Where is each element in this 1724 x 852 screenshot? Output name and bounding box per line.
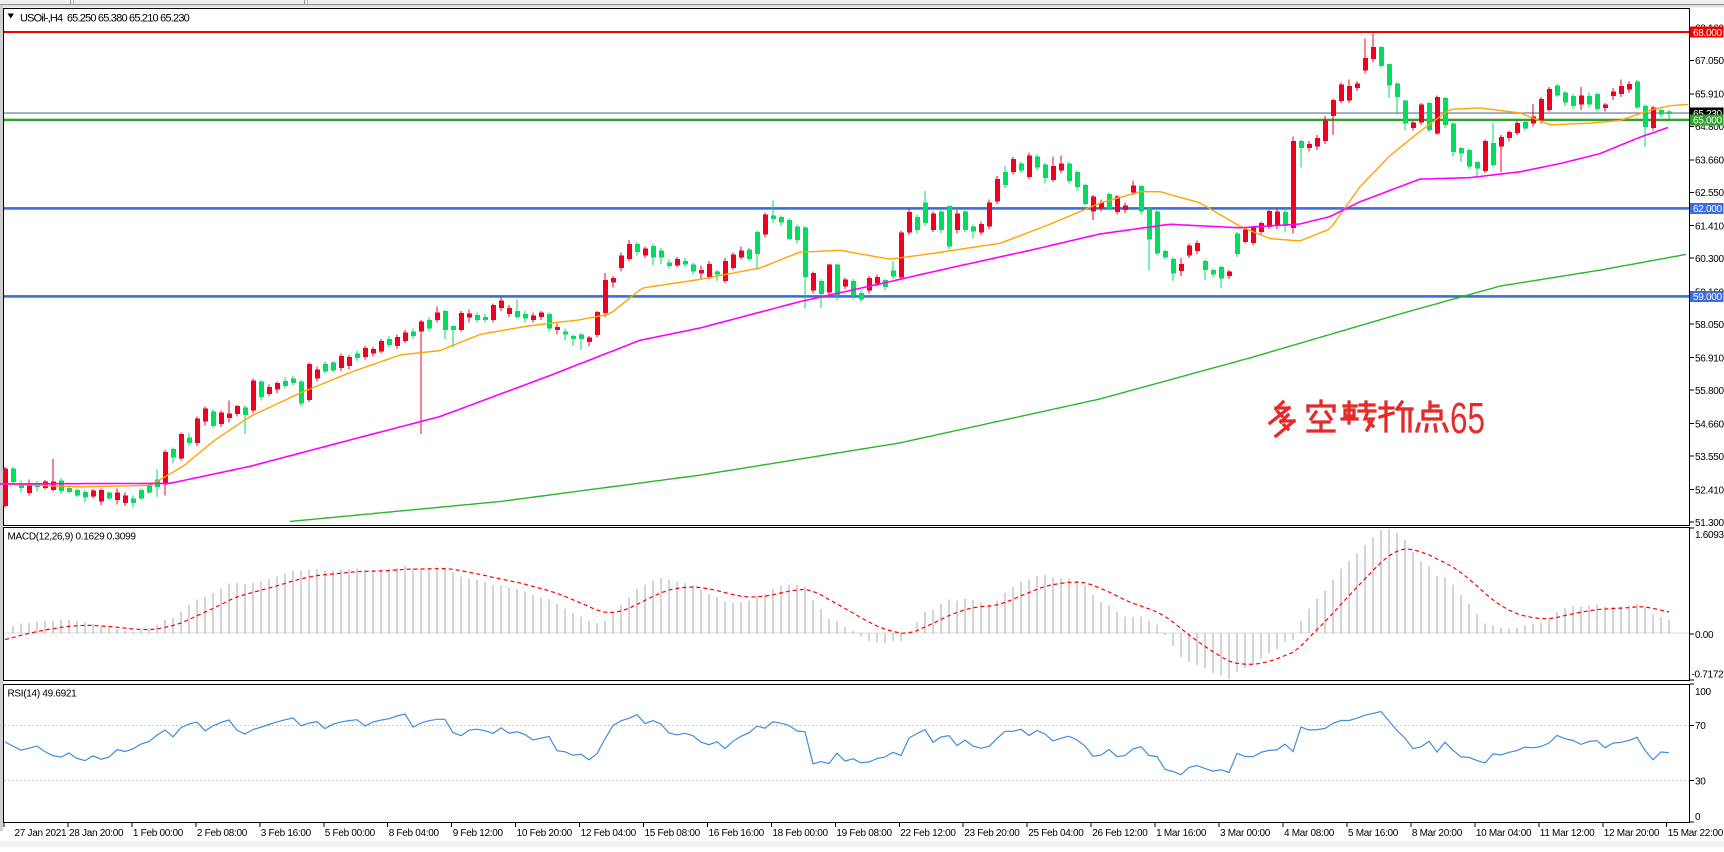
svg-text:5 Feb 00:00: 5 Feb 00:00 — [325, 828, 376, 839]
svg-text:51.300: 51.300 — [1695, 518, 1724, 529]
svg-text:68.000: 68.000 — [1693, 28, 1723, 39]
svg-text:52.410: 52.410 — [1695, 485, 1724, 496]
svg-text:19 Feb 08:00: 19 Feb 08:00 — [836, 828, 892, 839]
svg-text:61.410: 61.410 — [1695, 222, 1724, 233]
svg-text:60.300: 60.300 — [1695, 254, 1724, 265]
svg-text:5 Mar 16:00: 5 Mar 16:00 — [1348, 828, 1399, 839]
svg-text:15 Mar 22:00: 15 Mar 22:00 — [1668, 828, 1724, 839]
svg-text:65: 65 — [1450, 394, 1485, 443]
svg-text:2 Feb 08:00: 2 Feb 08:00 — [197, 828, 248, 839]
svg-text:4 Mar 08:00: 4 Mar 08:00 — [1284, 828, 1335, 839]
svg-text:10 Mar 04:00: 10 Mar 04:00 — [1476, 828, 1532, 839]
svg-text:62.550: 62.550 — [1695, 188, 1724, 199]
svg-text:-0.7172: -0.7172 — [1692, 670, 1724, 681]
svg-text:67.050: 67.050 — [1695, 56, 1724, 67]
svg-text:30: 30 — [1695, 776, 1706, 787]
svg-text:1 Mar 16:00: 1 Mar 16:00 — [1156, 828, 1207, 839]
svg-text:70: 70 — [1695, 721, 1706, 732]
svg-text:8 Feb 04:00: 8 Feb 04:00 — [389, 828, 440, 839]
svg-text:53.550: 53.550 — [1695, 452, 1724, 463]
svg-text:18 Feb 00:00: 18 Feb 00:00 — [772, 828, 828, 839]
svg-text:0: 0 — [1695, 812, 1701, 823]
svg-text:63.660: 63.660 — [1695, 156, 1724, 167]
svg-text:100: 100 — [1695, 687, 1712, 698]
svg-text:54.660: 54.660 — [1695, 419, 1724, 430]
svg-text:12 Feb 04:00: 12 Feb 04:00 — [581, 828, 637, 839]
svg-text:1 Feb 00:00: 1 Feb 00:00 — [133, 828, 184, 839]
svg-text:16 Feb 16:00: 16 Feb 16:00 — [709, 828, 765, 839]
svg-text:62.000: 62.000 — [1693, 204, 1723, 215]
svg-text:11 Mar 12:00: 11 Mar 12:00 — [1540, 828, 1595, 839]
svg-text:26 Feb 12:00: 26 Feb 12:00 — [1092, 828, 1148, 839]
svg-text:3 Feb 16:00: 3 Feb 16:00 — [261, 828, 312, 839]
svg-text:65.910: 65.910 — [1695, 90, 1724, 101]
svg-text:59.000: 59.000 — [1693, 292, 1723, 303]
svg-text:56.910: 56.910 — [1695, 353, 1724, 364]
svg-text:0.00: 0.00 — [1695, 630, 1714, 641]
svg-text:27 Jan 2021: 27 Jan 2021 — [15, 828, 67, 839]
svg-text:9 Feb 12:00: 9 Feb 12:00 — [453, 828, 504, 839]
svg-text:RSI(14) 49.6921: RSI(14) 49.6921 — [8, 689, 78, 700]
svg-text:1.6093: 1.6093 — [1695, 530, 1724, 541]
svg-text:22 Feb 12:00: 22 Feb 12:00 — [900, 828, 956, 839]
svg-text:12 Mar 20:00: 12 Mar 20:00 — [1604, 828, 1660, 839]
svg-text:USOil-,H4 65.250 65.380 65.21: USOil-,H4 65.250 65.380 65.210 65.230 — [20, 13, 190, 25]
svg-text:10 Feb 20:00: 10 Feb 20:00 — [517, 828, 573, 839]
svg-text:8 Mar 20:00: 8 Mar 20:00 — [1412, 828, 1463, 839]
svg-text:23 Feb 20:00: 23 Feb 20:00 — [964, 828, 1020, 839]
svg-text:25 Feb 04:00: 25 Feb 04:00 — [1028, 828, 1084, 839]
svg-text:28 Jan 20:00: 28 Jan 20:00 — [69, 828, 124, 839]
svg-text:15 Feb 08:00: 15 Feb 08:00 — [645, 828, 701, 839]
svg-text:58.050: 58.050 — [1695, 320, 1724, 331]
svg-text:55.800: 55.800 — [1695, 386, 1724, 397]
svg-text:MACD(12,26,9) 0.1629 0.3099: MACD(12,26,9) 0.1629 0.3099 — [8, 532, 137, 543]
svg-text:65.000: 65.000 — [1693, 116, 1723, 127]
svg-text:3 Mar 00:00: 3 Mar 00:00 — [1220, 828, 1271, 839]
